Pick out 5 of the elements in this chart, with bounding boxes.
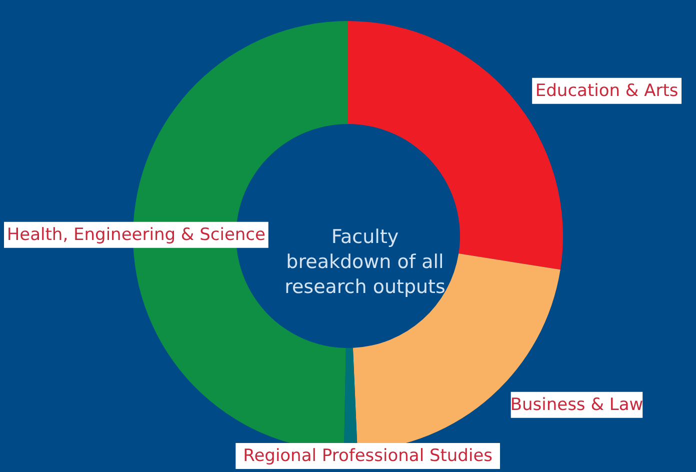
slice-label: Health, Engineering & Science [6,224,266,245]
text: Faculty breakdown of all research outputs [284,226,446,298]
slice-label: Education & Arts [535,80,678,101]
slice-label: Regional Professional Studies [243,446,493,466]
slice-label: Business & Law [510,394,644,415]
